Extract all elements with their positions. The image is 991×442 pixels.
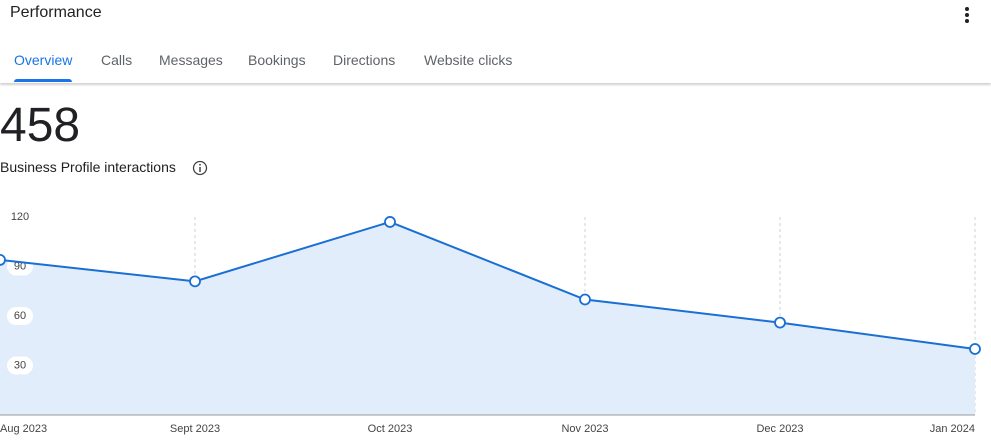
point: [384, 216, 396, 228]
point: [969, 343, 981, 355]
point: [189, 275, 201, 288]
point: [774, 316, 786, 329]
y-tick-label: 30: [14, 359, 26, 371]
tab[interactable]: Directions: [333, 52, 396, 68]
tab[interactable]: Calls: [101, 52, 133, 68]
info-icon[interactable]: [192, 160, 208, 176]
line: [0, 220, 976, 350]
point: [0, 254, 6, 266]
area: [0, 221, 975, 415]
y-tick-pill: [7, 356, 33, 375]
tab[interactable]: Website clicks: [424, 52, 513, 68]
metric-value: 458: [0, 99, 81, 152]
metric-label: Business Profile interactions: [0, 159, 176, 175]
point: [579, 293, 591, 306]
x-tick-label: Nov 2023: [561, 423, 608, 435]
tab[interactable]: Messages: [159, 52, 223, 68]
y-tick-pill: [7, 208, 33, 226]
header: Overview Calls Messages Bookings Directions W…: [0, 0, 991, 83]
x-tick-label: Jan 2024: [930, 423, 975, 435]
x-tick-label: Aug 2023: [0, 423, 47, 435]
tab[interactable]: Overview: [14, 52, 73, 82]
y-tick-pill: [7, 307, 33, 325]
y-tick-label: 120: [11, 211, 29, 223]
menu-button[interactable]: [962, 6, 972, 24]
tab[interactable]: Bookings: [248, 52, 306, 68]
x-tick-label: Sept 2023: [170, 423, 220, 435]
x-tick-label: Oct 2023: [368, 423, 413, 435]
page-title: Performance: [10, 4, 102, 21]
x-tick-label: Dec 2023: [756, 423, 803, 435]
y-tick-label: 60: [14, 310, 26, 322]
